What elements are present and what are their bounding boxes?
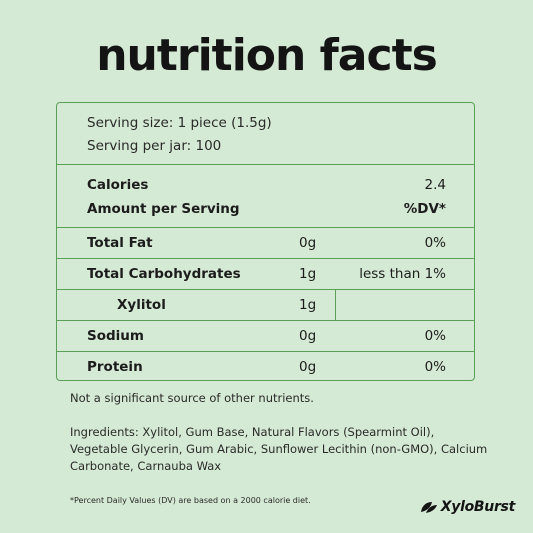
nutrient-amount: 1g xyxy=(299,266,317,282)
page-title: nutrition facts xyxy=(96,30,438,81)
table-row: Xylitol 1g xyxy=(57,290,474,321)
serving-info: Serving size: 1 piece (1.5g) Serving per… xyxy=(57,103,474,165)
serving-size: Serving size: 1 piece (1.5g) xyxy=(87,115,272,131)
nutrient-amount: 0g xyxy=(299,235,317,251)
calories-value: 2.4 xyxy=(424,177,446,193)
nutrient-dv: 0% xyxy=(424,235,446,251)
brand-name: XyloBurst xyxy=(440,499,516,515)
nutrient-name: Protein xyxy=(87,359,143,375)
nutrient-dv: 0% xyxy=(424,359,446,375)
table-row: Protein 0g 0% xyxy=(57,352,474,382)
ingredients-list: Ingredients: Xylitol, Gum Base, Natural … xyxy=(70,425,488,473)
nutrition-table: Serving size: 1 piece (1.5g) Serving per… xyxy=(56,102,475,381)
table-row: Sodium 0g 0% xyxy=(57,321,474,352)
nutrient-amount: 0g xyxy=(299,359,317,375)
nutrient-amount: 0g xyxy=(299,328,317,344)
nutrient-note: Not a significant source of other nutrie… xyxy=(70,391,314,405)
calories-row: Calories 2.4 Amount per Serving %DV* xyxy=(57,165,474,228)
sub-row-divider xyxy=(57,290,336,320)
brand-logo: XyloBurst xyxy=(420,499,515,515)
nutrient-dv: less than 1% xyxy=(359,266,446,282)
calories-label: Calories xyxy=(87,177,149,193)
nutrient-name: Total Carbohydrates xyxy=(87,266,241,282)
servings-per-jar: Serving per jar: 100 xyxy=(87,138,222,154)
amount-per-serving-label: Amount per Serving xyxy=(87,201,240,217)
nutrient-name: Total Fat xyxy=(87,235,153,251)
table-row: Total Carbohydrates 1g less than 1% xyxy=(57,259,474,290)
nutrient-amount: 1g xyxy=(299,297,317,313)
dv-header: %DV* xyxy=(403,201,446,217)
table-row: Total Fat 0g 0% xyxy=(57,228,474,259)
nutrient-name: Xylitol xyxy=(117,297,166,313)
leaf-icon xyxy=(420,502,437,513)
nutrient-dv: 0% xyxy=(424,328,446,344)
dv-footnote: *Percent Daily Values (DV) are based on … xyxy=(70,496,311,505)
nutrient-name: Sodium xyxy=(87,328,144,344)
